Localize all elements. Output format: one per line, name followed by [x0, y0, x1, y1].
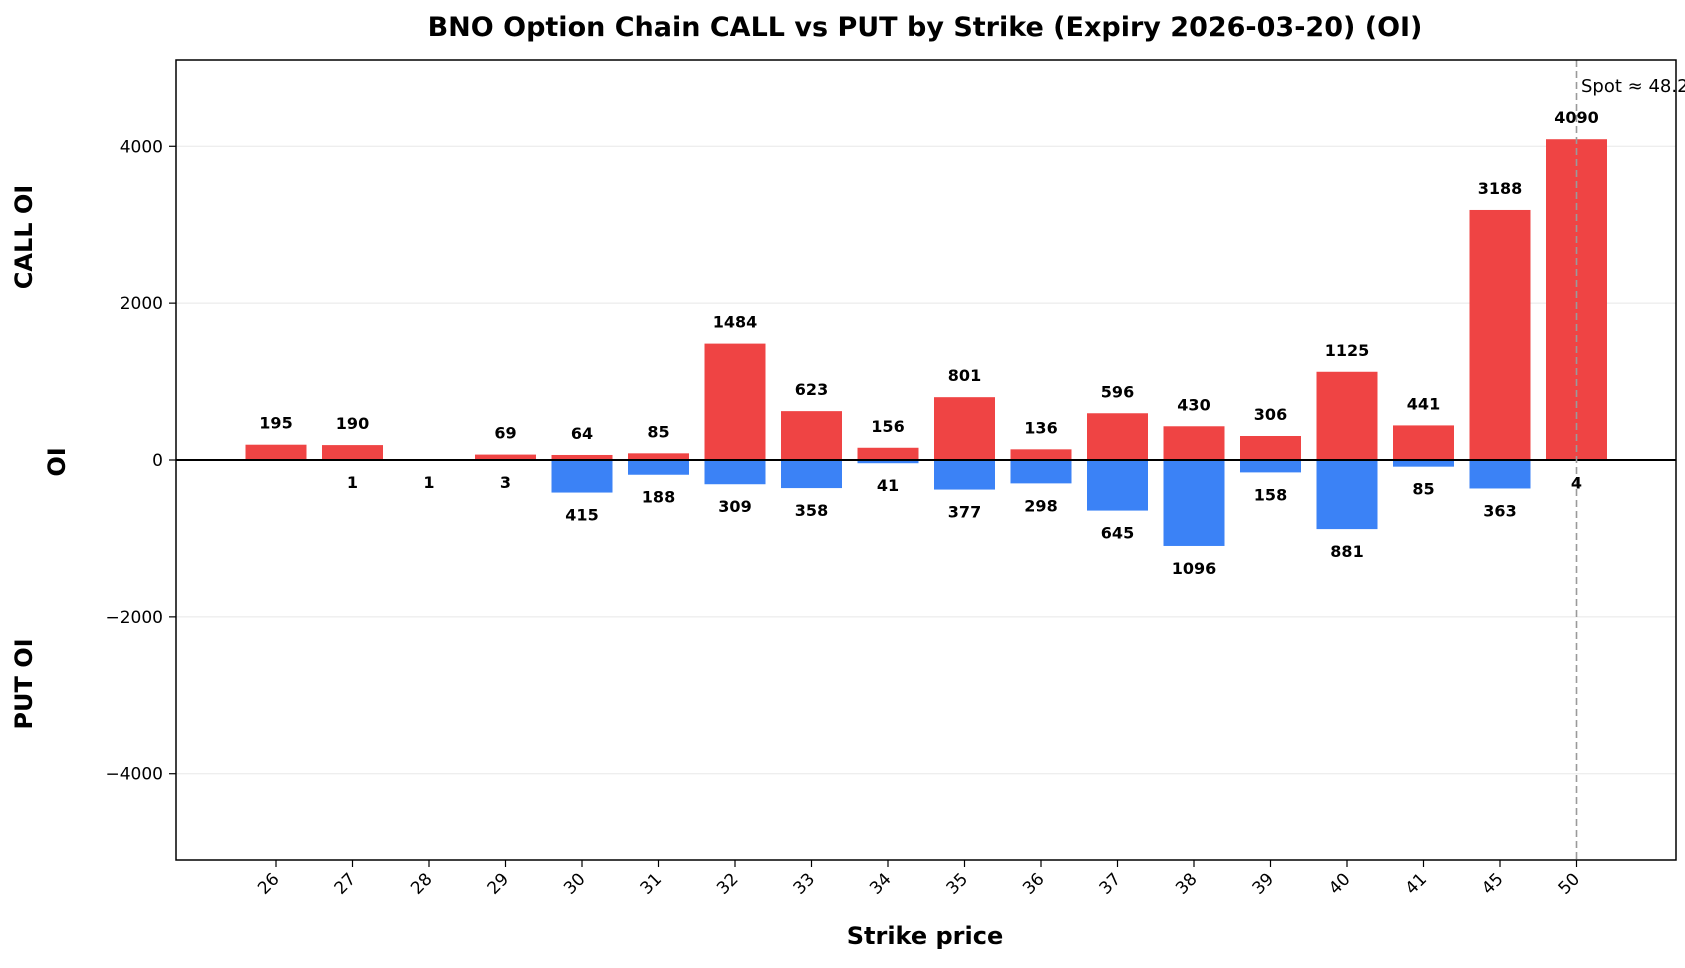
- call-value-label: 1484: [713, 313, 758, 332]
- call-bar: [705, 344, 766, 460]
- put-value-label: 3: [500, 473, 511, 492]
- put-value-label: 358: [795, 501, 828, 520]
- put-value-label: 645: [1101, 524, 1134, 543]
- put-value-label: 41: [877, 476, 899, 495]
- call-value-label: 4090: [1554, 108, 1599, 127]
- put-value-label: 1096: [1172, 559, 1217, 578]
- put-bar: [628, 460, 689, 475]
- call-bar: [1164, 426, 1225, 460]
- y-tick-label: 0: [152, 451, 163, 471]
- put-bar: [934, 460, 995, 490]
- call-bar: [322, 445, 383, 460]
- put-value-label: 298: [1024, 496, 1057, 515]
- y-axis-label: OI: [43, 447, 71, 476]
- put-bar: [552, 460, 613, 493]
- call-value-label: 156: [871, 417, 904, 436]
- call-value-label: 136: [1024, 418, 1057, 437]
- call-value-label: 64: [571, 424, 593, 443]
- put-bar: [1011, 460, 1072, 483]
- put-bar: [1470, 460, 1531, 488]
- put-bar: [1317, 460, 1378, 529]
- call-value-label: 195: [259, 414, 292, 433]
- put-value-label: 377: [948, 503, 981, 522]
- put-bar: [781, 460, 842, 488]
- call-value-label: 85: [647, 422, 669, 441]
- call-value-label: 1125: [1325, 341, 1370, 360]
- call-bar: [1087, 413, 1148, 460]
- put-value-label: 4: [1571, 473, 1582, 492]
- put-bar: [705, 460, 766, 484]
- y-tick-label: 4000: [120, 137, 163, 157]
- call-bar: [1317, 372, 1378, 460]
- call-bar: [246, 445, 307, 460]
- y-axis-label-put: PUT OI: [10, 638, 38, 729]
- call-value-label: 190: [336, 414, 369, 433]
- call-value-label: 623: [795, 380, 828, 399]
- call-value-label: 69: [494, 424, 516, 443]
- put-value-label: 188: [642, 488, 675, 507]
- put-bar: [1087, 460, 1148, 511]
- put-value-label: 309: [718, 497, 751, 516]
- call-bar: [934, 397, 995, 460]
- put-value-label: 1: [423, 473, 434, 492]
- call-bar: [1011, 449, 1072, 460]
- put-bar: [1240, 460, 1301, 472]
- call-value-label: 3188: [1478, 179, 1523, 198]
- call-value-label: 441: [1407, 394, 1440, 413]
- put-value-label: 85: [1412, 480, 1434, 499]
- put-value-label: 158: [1254, 485, 1287, 504]
- call-bar: [781, 411, 842, 460]
- put-value-label: 415: [565, 506, 598, 525]
- x-axis-label: Strike price: [847, 922, 1004, 950]
- spot-label: Spot ≈ 48.25: [1581, 76, 1685, 97]
- y-tick-label: −2000: [105, 608, 163, 628]
- put-value-label: 1: [347, 473, 358, 492]
- chart-title: BNO Option Chain CALL vs PUT by Strike (…: [428, 12, 1423, 43]
- call-bar: [858, 448, 919, 460]
- y-axis-label-call: CALL OI: [10, 185, 38, 289]
- call-value-label: 801: [948, 366, 981, 385]
- put-value-label: 881: [1330, 542, 1363, 561]
- call-value-label: 306: [1254, 405, 1287, 424]
- call-value-label: 430: [1177, 395, 1210, 414]
- call-bar: [1393, 425, 1454, 460]
- call-bar: [1240, 436, 1301, 460]
- y-tick-label: −4000: [105, 765, 163, 785]
- put-bar: [1164, 460, 1225, 546]
- y-tick-label: 2000: [120, 294, 163, 314]
- put-value-label: 363: [1483, 501, 1516, 520]
- call-bar: [1470, 210, 1531, 460]
- call-value-label: 596: [1101, 382, 1134, 401]
